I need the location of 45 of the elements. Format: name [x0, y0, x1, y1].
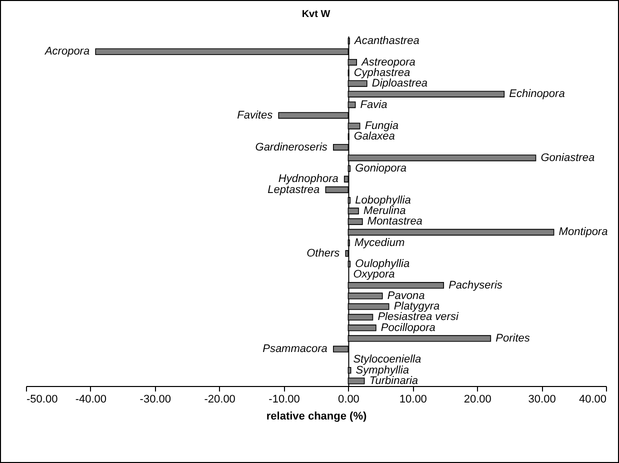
y-tick-label: Echinopora	[509, 88, 565, 100]
y-tick-label: Cyphastrea	[354, 66, 410, 79]
y-tick-label: Psammacora	[262, 343, 328, 356]
x-axis-title: relative change (%)	[266, 410, 367, 422]
y-tick-label: Goniopora	[355, 162, 407, 175]
y-tick-label: Galaxea	[354, 130, 395, 143]
y-tick-label: Lobophyllia	[355, 194, 411, 206]
y-tick-label: Acanthastrea	[354, 35, 420, 48]
x-tick-label: -50.00	[26, 394, 58, 406]
y-tick-label: Porites	[496, 332, 530, 344]
x-tick-label: 0.00	[338, 394, 360, 406]
y-tick-label: Leptastrea	[268, 184, 320, 196]
y-tick-label: Goniastrea	[540, 152, 595, 164]
y-tick-label: Fungia	[364, 120, 398, 132]
y-tick-label: Stylocoeniella	[353, 354, 422, 366]
x-tick-label: 40.00	[578, 394, 606, 406]
y-tick-label: Merulina	[364, 205, 406, 217]
y-tick-label: Turbinaria	[369, 374, 418, 387]
x-tick-label: -20.00	[204, 394, 236, 406]
y-tick-label: Oulophyllia	[355, 258, 410, 270]
y-tick-label: Oxypora	[353, 268, 395, 281]
y-tick-label: Symphyllia	[356, 364, 409, 376]
y-tick-label: Diploastrea	[372, 78, 428, 90]
y-tick-label: Pocillopora	[380, 322, 436, 334]
y-tick-label: Favites	[237, 109, 274, 122]
y-tick-label: Plesiastrea versi	[378, 311, 459, 324]
y-tick-label: Astreopora	[360, 56, 416, 68]
x-tick-label: 10.00	[399, 394, 427, 406]
y-tick-label: Montastrea	[367, 216, 422, 228]
y-tick-label: Pavona	[387, 290, 425, 302]
x-tick-label: -30.00	[140, 394, 171, 406]
x-tick-label: -40.00	[75, 394, 107, 406]
y-tick-label: Mycedium	[354, 236, 405, 249]
y-tick-label: Montipora	[558, 226, 608, 238]
y-tick-label: Acropora	[44, 46, 90, 58]
y-tick-label: Platygyra	[394, 300, 440, 313]
y-tick-label: Favia	[360, 98, 388, 111]
x-tick-label: 30.00	[528, 394, 556, 406]
y-tick-label: Others	[306, 247, 340, 260]
y-tick-label: Gardineroseris	[255, 141, 328, 154]
chart-title: Kvt W	[302, 9, 331, 20]
x-tick-label: -10.00	[268, 394, 300, 406]
y-tick-label: Hydnophora	[278, 173, 338, 186]
y-tick-label: Pachyseris	[448, 279, 503, 292]
x-tick-label: 20.00	[464, 394, 492, 406]
